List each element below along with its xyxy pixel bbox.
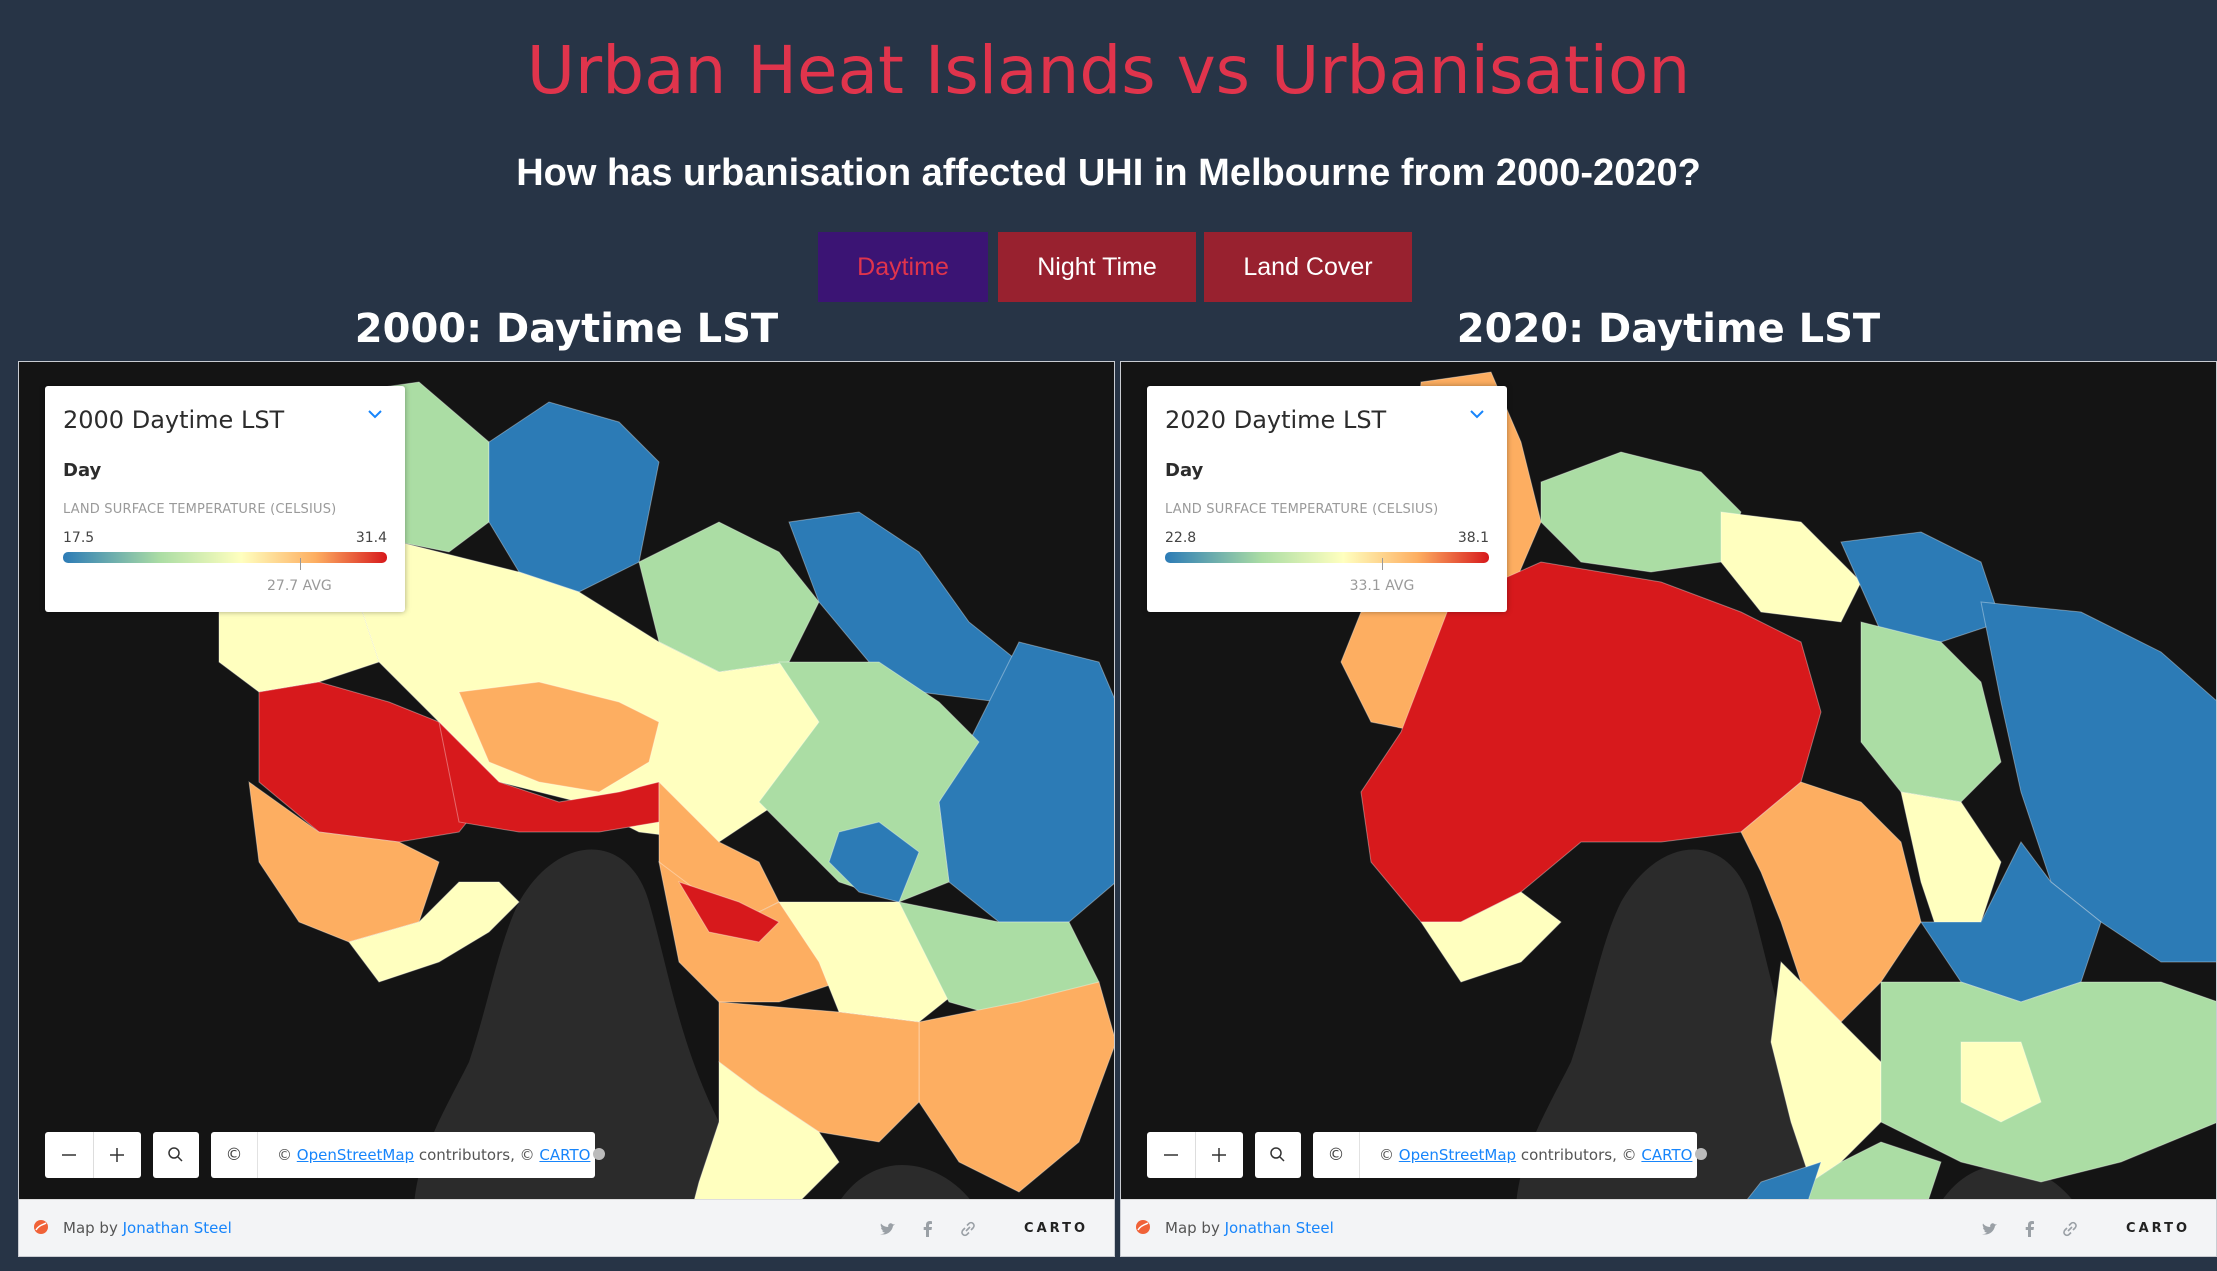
region-orange-far-se[interactable]	[918, 981, 1115, 1193]
link-icon[interactable]	[958, 1219, 978, 1239]
minus-icon[interactable]	[1147, 1132, 1196, 1178]
copyright-toggle[interactable]: ©	[211, 1132, 258, 1178]
map-heading-2020: 2020: Daytime LST	[1456, 306, 1881, 352]
page-subtitle: How has urbanisation affected UHI in Mel…	[516, 152, 1701, 194]
region-yellow-coast-west[interactable]	[348, 881, 520, 983]
legend-avg-tick	[1382, 558, 1384, 570]
carto-logo-icon	[34, 1220, 48, 1234]
chevron-down-icon[interactable]	[365, 404, 385, 424]
carto-link[interactable]: CARTO	[539, 1146, 591, 1164]
legend-title: 2020 Daytime LST	[1165, 406, 1387, 434]
link-icon[interactable]	[2060, 1219, 2080, 1239]
search-icon[interactable]	[1255, 1132, 1301, 1178]
legend-caption: LAND SURFACE TEMPERATURE (CELSIUS)	[1165, 502, 1439, 517]
carto-link[interactable]: CARTO	[1641, 1146, 1693, 1164]
legend-min: 17.5	[63, 530, 95, 546]
status-dot	[593, 1148, 605, 1160]
legend-color-ramp	[63, 552, 387, 563]
carto-logo-icon	[1136, 1220, 1150, 1234]
minus-icon[interactable]	[45, 1132, 94, 1178]
legend-avg: 27.7 AVG	[267, 578, 332, 594]
legend-2020: 2020 Daytime LST Day LAND SURFACE TEMPER…	[1147, 386, 1507, 612]
facebook-icon[interactable]	[918, 1219, 938, 1239]
legend-max: 31.4	[355, 530, 387, 546]
map-footer: Map by Jonathan Steel CARTO	[1121, 1199, 2216, 1256]
author-link[interactable]: Jonathan Steel	[1224, 1219, 1334, 1237]
zoom-control	[45, 1132, 141, 1178]
attribution: © © OpenStreetMap contributors, © CARTO	[1313, 1132, 1697, 1178]
region-green-east[interactable]	[1860, 621, 2002, 803]
map-heading-2000: 2000: Daytime LST	[354, 306, 779, 352]
osm-link[interactable]: OpenStreetMap	[1398, 1146, 1517, 1164]
legend-avg: 33.1 AVG	[1349, 578, 1415, 594]
copyright-toggle[interactable]: ©	[1313, 1132, 1360, 1178]
region-orange-central-north[interactable]	[458, 681, 660, 793]
plus-icon[interactable]	[93, 1132, 141, 1178]
region-blue-east[interactable]	[1980, 601, 2217, 963]
attribution-text: © OpenStreetMap contributors, © CARTO	[277, 1146, 591, 1164]
legend-2000: 2000 Daytime LST Day LAND SURFACE TEMPER…	[45, 386, 405, 612]
chevron-down-icon[interactable]	[1467, 404, 1487, 424]
tab-land-cover[interactable]: Land Cover	[1204, 232, 1412, 302]
tab-night-time[interactable]: Night Time	[998, 232, 1196, 302]
zoom-control	[1147, 1132, 1243, 1178]
legend-min: 22.8	[1165, 530, 1197, 546]
map-footer: Map by Jonathan Steel CARTO	[19, 1199, 1114, 1256]
legend-color-ramp	[1165, 552, 1489, 563]
region-yellow-se[interactable]	[1960, 1041, 2042, 1123]
legend-subtitle: Day	[63, 460, 102, 481]
facebook-icon[interactable]	[2020, 1219, 2040, 1239]
legend-max: 38.1	[1457, 530, 1489, 546]
legend-title: 2000 Daytime LST	[63, 406, 285, 434]
region-yellow-north[interactable]	[1720, 511, 1862, 623]
legend-subtitle: Day	[1165, 460, 1204, 481]
twitter-icon[interactable]	[1980, 1219, 2000, 1239]
plus-icon[interactable]	[1195, 1132, 1243, 1178]
search-icon[interactable]	[153, 1132, 199, 1178]
twitter-icon[interactable]	[878, 1219, 898, 1239]
tab-daytime[interactable]: Daytime	[818, 232, 988, 302]
map-credit: Map by Jonathan Steel	[63, 1219, 232, 1237]
legend-caption: LAND SURFACE TEMPERATURE (CELSIUS)	[63, 502, 337, 517]
region-yellow-coast-west[interactable]	[1420, 891, 1562, 983]
region-red-west-central[interactable]	[1360, 561, 1822, 923]
region-green-se[interactable]	[1880, 981, 2217, 1183]
legend-avg-tick	[299, 558, 301, 570]
attribution: © © OpenStreetMap contributors, © CARTO	[211, 1132, 595, 1178]
map-2020[interactable]: 2020 Daytime LST Day LAND SURFACE TEMPER…	[1120, 361, 2217, 1257]
map-credit: Map by Jonathan Steel	[1165, 1219, 1334, 1237]
region-yellow-north[interactable]	[358, 541, 820, 843]
status-dot	[1695, 1148, 1707, 1160]
region-green-east[interactable]	[758, 661, 980, 903]
carto-brand[interactable]: CARTO	[1024, 1221, 1088, 1236]
carto-brand[interactable]: CARTO	[2126, 1221, 2190, 1236]
osm-link[interactable]: OpenStreetMap	[296, 1146, 415, 1164]
author-link[interactable]: Jonathan Steel	[122, 1219, 232, 1237]
page-title: Urban Heat Islands vs Urbanisation	[526, 32, 1691, 109]
map-2000[interactable]: 2000 Daytime LST Day LAND SURFACE TEMPER…	[18, 361, 1115, 1257]
region-red-south[interactable]	[677, 881, 780, 943]
attribution-text: © OpenStreetMap contributors, © CARTO	[1379, 1146, 1693, 1164]
